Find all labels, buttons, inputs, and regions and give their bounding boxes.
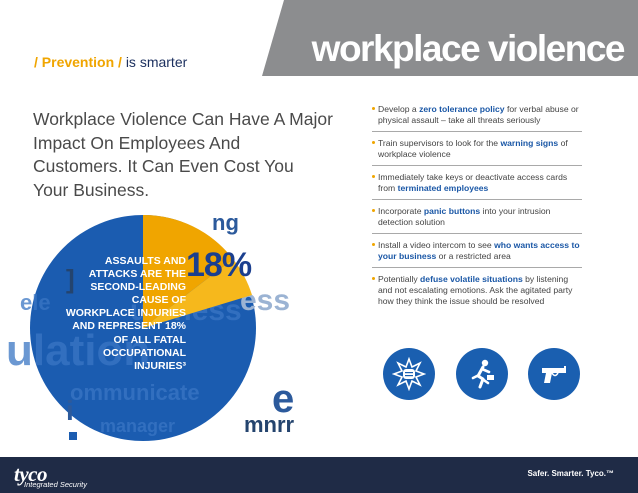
- header-band: workplace violence: [262, 0, 638, 76]
- stat-description: ASSAULTS AND ATTACKS ARE THE SECOND-LEAD…: [65, 255, 186, 372]
- handgun-icon: [528, 348, 580, 400]
- word-collage-graphic: ulation usiness ommunicate ele manager n…: [6, 210, 295, 441]
- tagline-is-smarter: is smarter: [125, 54, 188, 70]
- footer: tyco Integrated Security Safer. Smarter.…: [0, 457, 638, 493]
- page-title: workplace violence: [311, 28, 626, 69]
- svg-text:manager: manager: [100, 416, 175, 436]
- running-person-icon: [456, 348, 508, 400]
- prevention-tips-list: Develop a zero tolerance policy for verb…: [372, 104, 582, 318]
- svg-text:ommunicate: ommunicate: [70, 380, 200, 405]
- svg-text:ulation: ulation: [6, 326, 150, 375]
- svg-text:mnrr: mnrr: [244, 412, 295, 437]
- list-item: Install a video intercom to see who want…: [372, 240, 582, 268]
- svg-text:]: ]: [66, 264, 75, 294]
- tagline-prevention: / Prevention /: [34, 54, 122, 70]
- tyco-logo: tyco: [14, 462, 47, 486]
- list-item: Train supervisors to look for the warnin…: [372, 138, 582, 166]
- svg-text:ele: ele: [20, 290, 51, 315]
- stat-percent: 18%: [186, 246, 252, 284]
- list-item: Potentially defuse volatile situations b…: [372, 274, 582, 312]
- svg-text:ng: ng: [212, 210, 239, 235]
- slogan: Safer. Smarter. Tyco.™: [527, 469, 614, 478]
- svg-text:i: i: [66, 395, 74, 426]
- headline: Workplace Violence Can Have A Major Impa…: [33, 109, 333, 200]
- list-item: Immediately take keys or deactivate acce…: [372, 172, 582, 200]
- fist-impact-icon: [383, 348, 435, 400]
- svg-text:e: e: [272, 377, 294, 421]
- tagline: / Prevention / is smarter: [34, 54, 187, 70]
- list-item: Develop a zero tolerance policy for verb…: [372, 104, 582, 132]
- list-item: Incorporate panic buttons into your intr…: [372, 206, 582, 234]
- logo-subtitle: Integrated Security: [24, 480, 87, 489]
